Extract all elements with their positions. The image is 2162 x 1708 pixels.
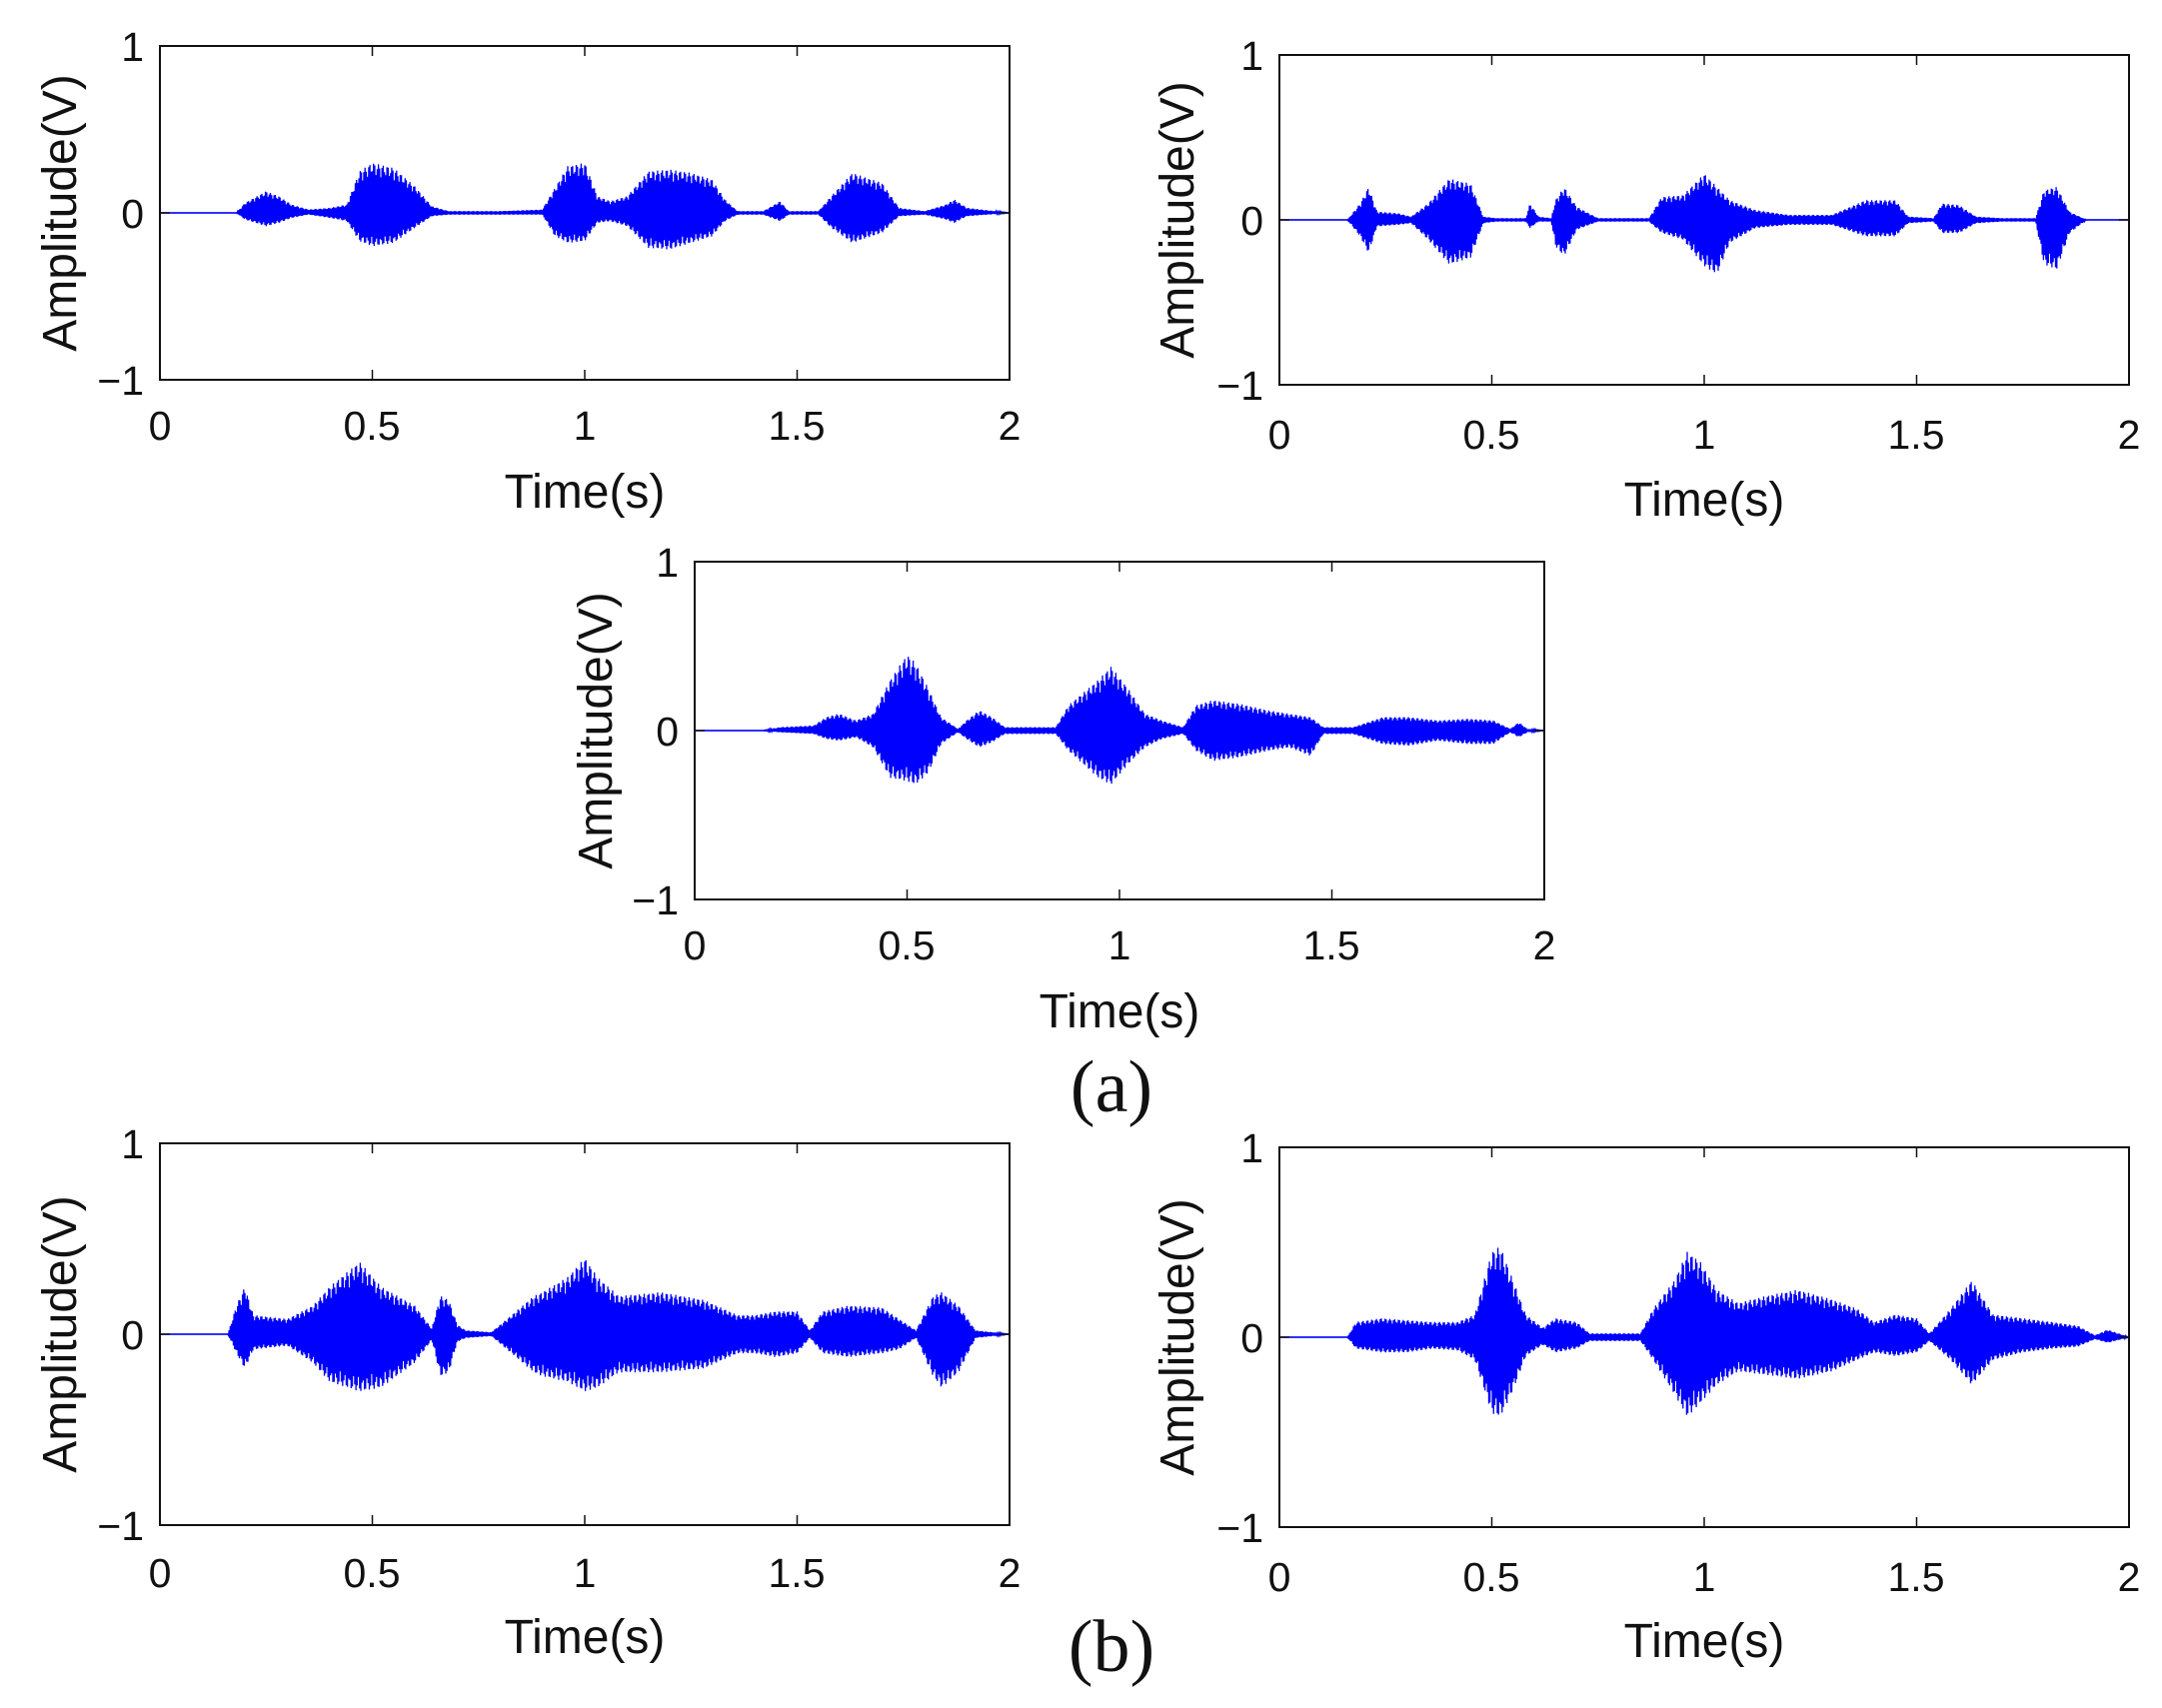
x-tick-label: 1: [1693, 1554, 1716, 1600]
y-tick-label: 0: [1240, 1315, 1263, 1361]
y-axis-label: Amplitude(V): [34, 74, 87, 351]
x-tick-label: 0: [149, 1550, 172, 1596]
x-tick-label: 1.5: [769, 403, 826, 449]
y-tick-label: 0: [656, 709, 679, 755]
axes-frame: [1278, 54, 2130, 386]
x-tick-label: 1.5: [1888, 1554, 1945, 1600]
x-tick-label: 0.5: [1463, 1554, 1520, 1600]
y-tick-label: −1: [97, 1503, 144, 1549]
chart-b-2: 0 0.5 1 1.5 2 1 0 −1 Time(s) Amplitude(V…: [1151, 1125, 2140, 1668]
x-tick-label: 0: [1268, 1554, 1291, 1600]
y-axis-label: Amplitude(V): [1151, 1198, 1204, 1475]
x-tick-label: 2: [2118, 412, 2141, 458]
x-tick-label: 0.5: [344, 1550, 401, 1596]
x-tick-label: 2: [1533, 922, 1556, 968]
y-tick-label: −1: [1216, 1505, 1263, 1551]
waveform-series: [160, 1259, 1011, 1391]
x-axis-label: Time(s): [505, 1611, 666, 1664]
y-axis-label: Amplitude(V): [34, 1195, 87, 1472]
y-tick-label: 0: [1240, 198, 1263, 244]
y-tick-label: 0: [121, 191, 144, 237]
x-axis-label: Time(s): [1040, 985, 1200, 1038]
chart-a-1: 0 0.5 1 1.5 2 1 0 −1 Time(s) Amplitude(V…: [34, 24, 1021, 519]
panel-caption-b: (b): [1069, 1606, 1154, 1688]
axes-frame: [159, 45, 1011, 381]
y-tick-label: 0: [121, 1312, 144, 1358]
y-tick-label: 1: [1240, 1125, 1263, 1171]
y-tick-label: 1: [121, 1121, 144, 1167]
y-tick-label: −1: [1216, 363, 1263, 409]
y-tick-label: 1: [121, 24, 144, 70]
y-tick-label: 1: [656, 540, 679, 586]
waveform-series: [695, 657, 1545, 785]
x-tick-label: 0.5: [879, 922, 936, 968]
axes-frame: [694, 561, 1545, 900]
x-tick-label: 1.5: [1888, 412, 1945, 458]
y-axis-label: Amplitude(V): [1151, 81, 1204, 358]
y-tick-label: −1: [632, 877, 679, 923]
x-tick-label: 1: [574, 1550, 597, 1596]
x-tick-label: 0.5: [1463, 412, 1520, 458]
x-tick-label: 0: [1268, 412, 1291, 458]
x-tick-label: 1: [574, 403, 597, 449]
y-axis-label: Amplitude(V): [570, 592, 623, 868]
x-tick-label: 2: [999, 403, 1022, 449]
x-axis-label: Time(s): [505, 466, 666, 519]
x-tick-label: 0: [684, 922, 707, 968]
chart-a-3: 0 0.5 1 1.5 2 1 0 −1 Time(s) Amplitude(V…: [570, 540, 1555, 1038]
axes-frame: [159, 1142, 1011, 1526]
x-tick-label: 2: [999, 1550, 1022, 1596]
y-tick-label: −1: [97, 358, 144, 404]
x-tick-label: 1: [1693, 412, 1716, 458]
y-tick-label: 1: [1240, 33, 1263, 79]
x-axis-label: Time(s): [1624, 474, 1785, 527]
waveform-series: [1279, 1247, 2130, 1415]
chart-a-2: 0 0.5 1 1.5 2 1 0 −1 Time(s) Amplitude(V…: [1151, 33, 2140, 527]
x-tick-label: 0: [149, 403, 172, 449]
x-tick-label: 1.5: [1303, 922, 1360, 968]
x-tick-label: 1.5: [769, 1550, 826, 1596]
x-tick-label: 1: [1108, 922, 1131, 968]
waveform-series: [1279, 175, 2129, 273]
panel-caption-a: (a): [1071, 1046, 1152, 1128]
chart-b-1: 0 0.5 1 1.5 2 1 0 −1 Time(s) Amplitude(V…: [34, 1121, 1021, 1664]
x-axis-label: Time(s): [1624, 1615, 1785, 1668]
x-tick-label: 0.5: [344, 403, 401, 449]
x-tick-label: 2: [2118, 1554, 2141, 1600]
axes-frame: [1278, 1146, 2130, 1528]
